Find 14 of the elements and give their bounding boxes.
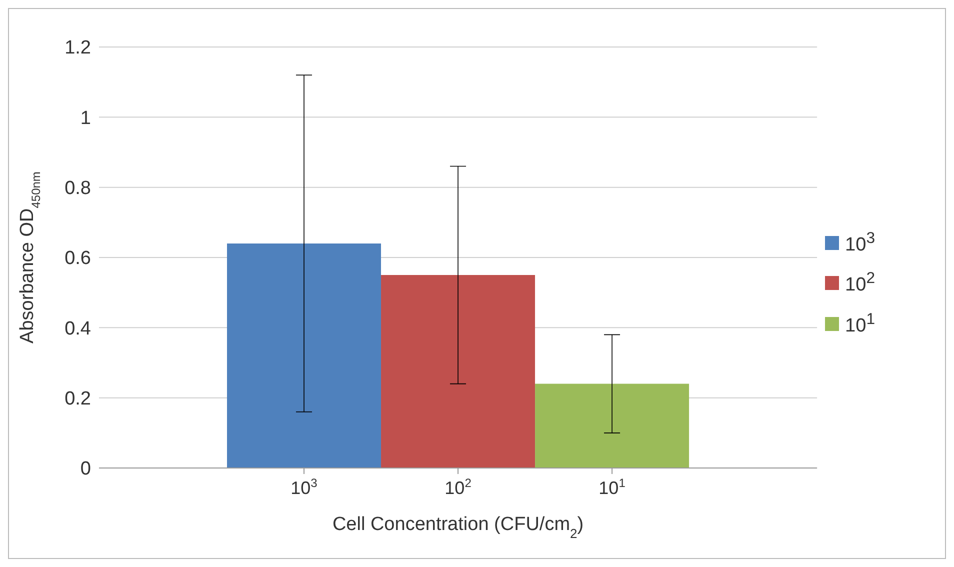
legend-label: 10$^{2}$ <box>845 270 875 297</box>
x-tick-label: 10$^{3}$ <box>290 476 318 498</box>
legend-label: 10$^{1}$ <box>845 310 875 337</box>
x-tick-label: 10$^{2}$ <box>444 476 472 498</box>
y-tick-label: 0 <box>80 458 91 480</box>
x-axis-title: Cell Concentration (CFU/cm$_{2}$) <box>332 514 584 540</box>
y-tick-label: 0.6 <box>64 248 91 270</box>
x-tick-label: 10$^{1}$ <box>598 476 626 498</box>
y-tick-label: 0.2 <box>64 388 91 410</box>
legend-label: 10$^{3}$ <box>845 230 875 256</box>
y-tick-label: 1 <box>80 108 91 129</box>
y-tick-label: 1.2 <box>64 38 91 59</box>
y-tick-label: 0.4 <box>64 318 92 340</box>
y-tick-label: 0.8 <box>64 178 91 200</box>
